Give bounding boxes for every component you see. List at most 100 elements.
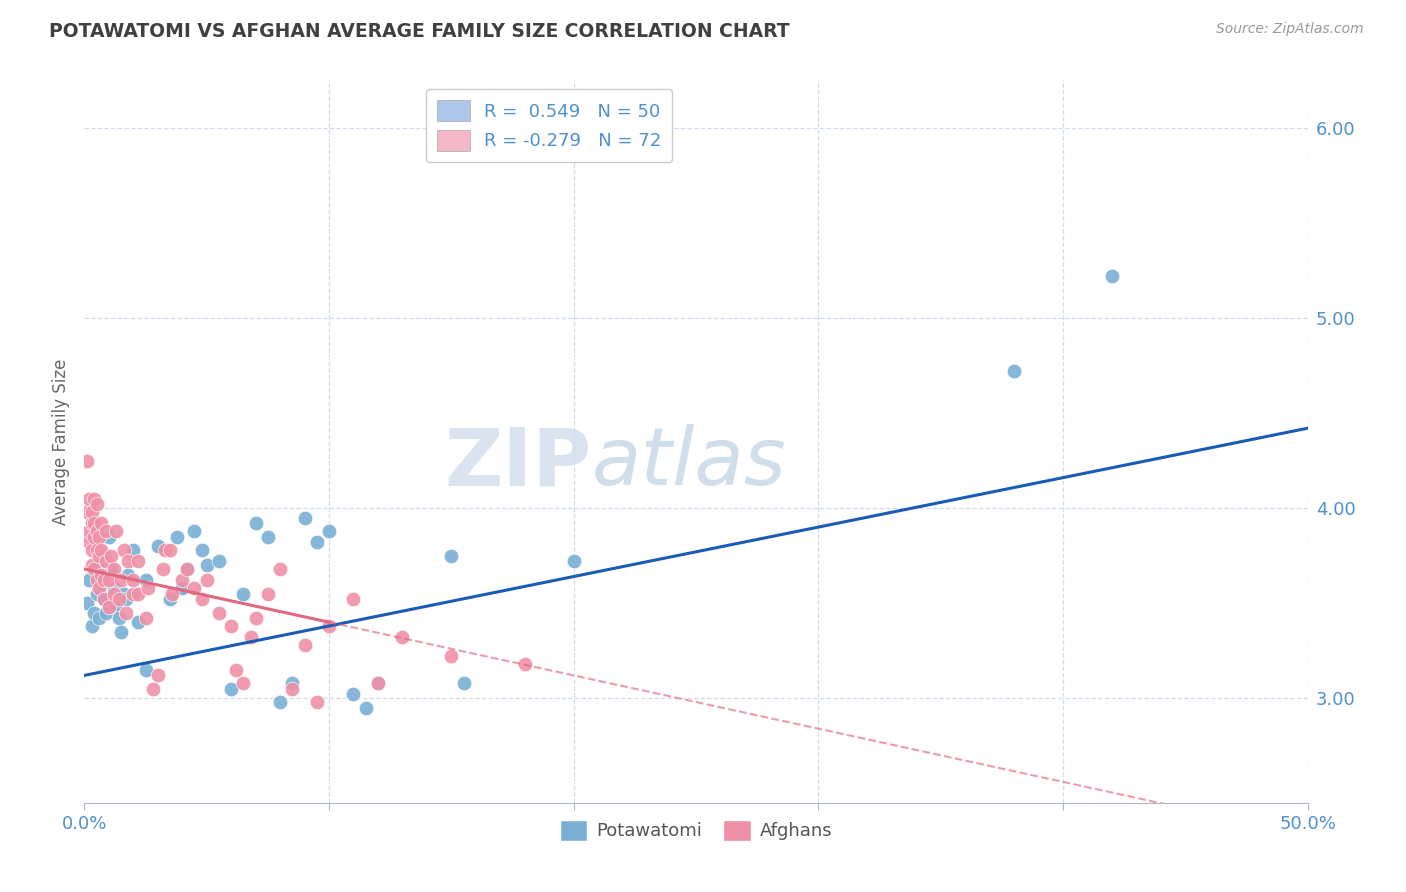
Point — [103, 581, 125, 595]
Point — [159, 542, 181, 557]
Point — [195, 558, 218, 573]
Point — [172, 574, 194, 588]
Point — [294, 638, 316, 652]
Point — [90, 567, 112, 582]
Point — [281, 676, 304, 690]
Point — [100, 549, 122, 563]
Point — [103, 587, 125, 601]
Point — [93, 592, 115, 607]
Point — [257, 530, 280, 544]
Point — [122, 587, 145, 601]
Point — [135, 574, 157, 588]
Point — [90, 516, 112, 531]
Point — [219, 681, 242, 696]
Point — [76, 453, 98, 467]
Point — [80, 558, 103, 573]
Point — [257, 587, 280, 601]
Point — [305, 695, 328, 709]
Point — [127, 554, 149, 568]
Point — [208, 606, 231, 620]
Text: ZIP: ZIP — [444, 425, 592, 502]
Point — [83, 530, 105, 544]
Point — [86, 558, 108, 573]
Point — [305, 535, 328, 549]
Point — [367, 676, 389, 690]
Point — [112, 587, 135, 601]
Point — [115, 606, 138, 620]
Point — [100, 562, 122, 576]
Point — [191, 542, 214, 557]
Point — [176, 562, 198, 576]
Point — [342, 592, 364, 607]
Point — [77, 524, 100, 538]
Point — [318, 619, 340, 633]
Point — [96, 606, 118, 620]
Point — [440, 549, 463, 563]
Point — [77, 574, 100, 588]
Point — [86, 497, 108, 511]
Point — [142, 681, 165, 696]
Point — [87, 530, 110, 544]
Text: Source: ZipAtlas.com: Source: ZipAtlas.com — [1216, 22, 1364, 37]
Point — [83, 491, 105, 506]
Y-axis label: Average Family Size: Average Family Size — [52, 359, 70, 524]
Point — [269, 695, 291, 709]
Point — [269, 562, 291, 576]
Point — [83, 606, 105, 620]
Point — [176, 562, 198, 576]
Point — [122, 574, 145, 588]
Point — [86, 587, 108, 601]
Point — [183, 524, 205, 538]
Point — [159, 592, 181, 607]
Point — [117, 567, 139, 582]
Point — [1002, 364, 1025, 378]
Point — [162, 587, 184, 601]
Point — [97, 599, 120, 614]
Point — [86, 542, 108, 557]
Point — [166, 530, 188, 544]
Point — [513, 657, 536, 671]
Point — [354, 700, 377, 714]
Point — [245, 516, 267, 531]
Text: POTAWATOMI VS AFGHAN AVERAGE FAMILY SIZE CORRELATION CHART: POTAWATOMI VS AFGHAN AVERAGE FAMILY SIZE… — [49, 22, 790, 41]
Point — [77, 491, 100, 506]
Point — [77, 535, 100, 549]
Point — [318, 524, 340, 538]
Point — [117, 554, 139, 568]
Point — [281, 681, 304, 696]
Point — [562, 554, 585, 568]
Point — [367, 676, 389, 690]
Point — [183, 581, 205, 595]
Point — [391, 631, 413, 645]
Point — [90, 577, 112, 591]
Legend: Potawatomi, Afghans: Potawatomi, Afghans — [553, 813, 839, 848]
Text: atlas: atlas — [592, 425, 787, 502]
Point — [86, 524, 108, 538]
Point — [239, 631, 262, 645]
Point — [127, 587, 149, 601]
Point — [93, 592, 115, 607]
Point — [87, 581, 110, 595]
Point — [80, 505, 103, 519]
Point — [172, 581, 194, 595]
Point — [294, 510, 316, 524]
Point — [195, 574, 218, 588]
Point — [107, 592, 129, 607]
Point — [342, 687, 364, 701]
Point — [96, 524, 118, 538]
Point — [87, 611, 110, 625]
Point — [122, 542, 145, 557]
Point — [225, 663, 247, 677]
Point — [90, 542, 112, 557]
Point — [453, 676, 475, 690]
Point — [232, 676, 254, 690]
Point — [1101, 269, 1123, 284]
Point — [97, 574, 120, 588]
Point — [103, 562, 125, 576]
Point — [80, 619, 103, 633]
Point — [76, 596, 98, 610]
Point — [232, 587, 254, 601]
Point — [245, 611, 267, 625]
Point — [115, 592, 138, 607]
Point — [208, 554, 231, 568]
